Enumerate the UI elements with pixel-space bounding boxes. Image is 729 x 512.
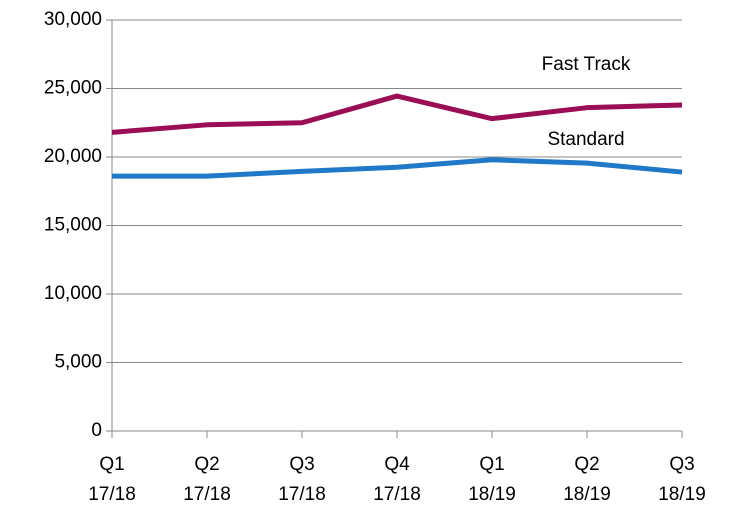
series-line xyxy=(111,93,683,135)
x-tick-label: Q4 17/18 xyxy=(373,454,421,505)
x-tick-label: Q3 17/18 xyxy=(278,454,326,505)
series-label: Fast Track xyxy=(542,54,631,75)
y-tick-label: 5,000 xyxy=(54,352,102,373)
y-tick-label: 20,000 xyxy=(44,146,102,167)
x-tick-label: Q1 18/19 xyxy=(468,454,516,505)
y-tick-label: 15,000 xyxy=(44,215,102,236)
y-tick-label: 30,000 xyxy=(44,9,102,30)
x-tick-label: Q2 18/19 xyxy=(563,454,611,505)
series-label: Standard xyxy=(547,129,624,150)
y-tick-label: 10,000 xyxy=(44,283,102,304)
series-line xyxy=(112,157,683,179)
y-tick-label: 0 xyxy=(91,420,102,441)
x-tick-label: Q3 18/19 xyxy=(658,454,706,505)
y-tick-label: 25,000 xyxy=(44,78,102,99)
x-tick-label: Q2 17/18 xyxy=(183,454,231,505)
x-tick-label: Q1 17/18 xyxy=(88,454,136,505)
